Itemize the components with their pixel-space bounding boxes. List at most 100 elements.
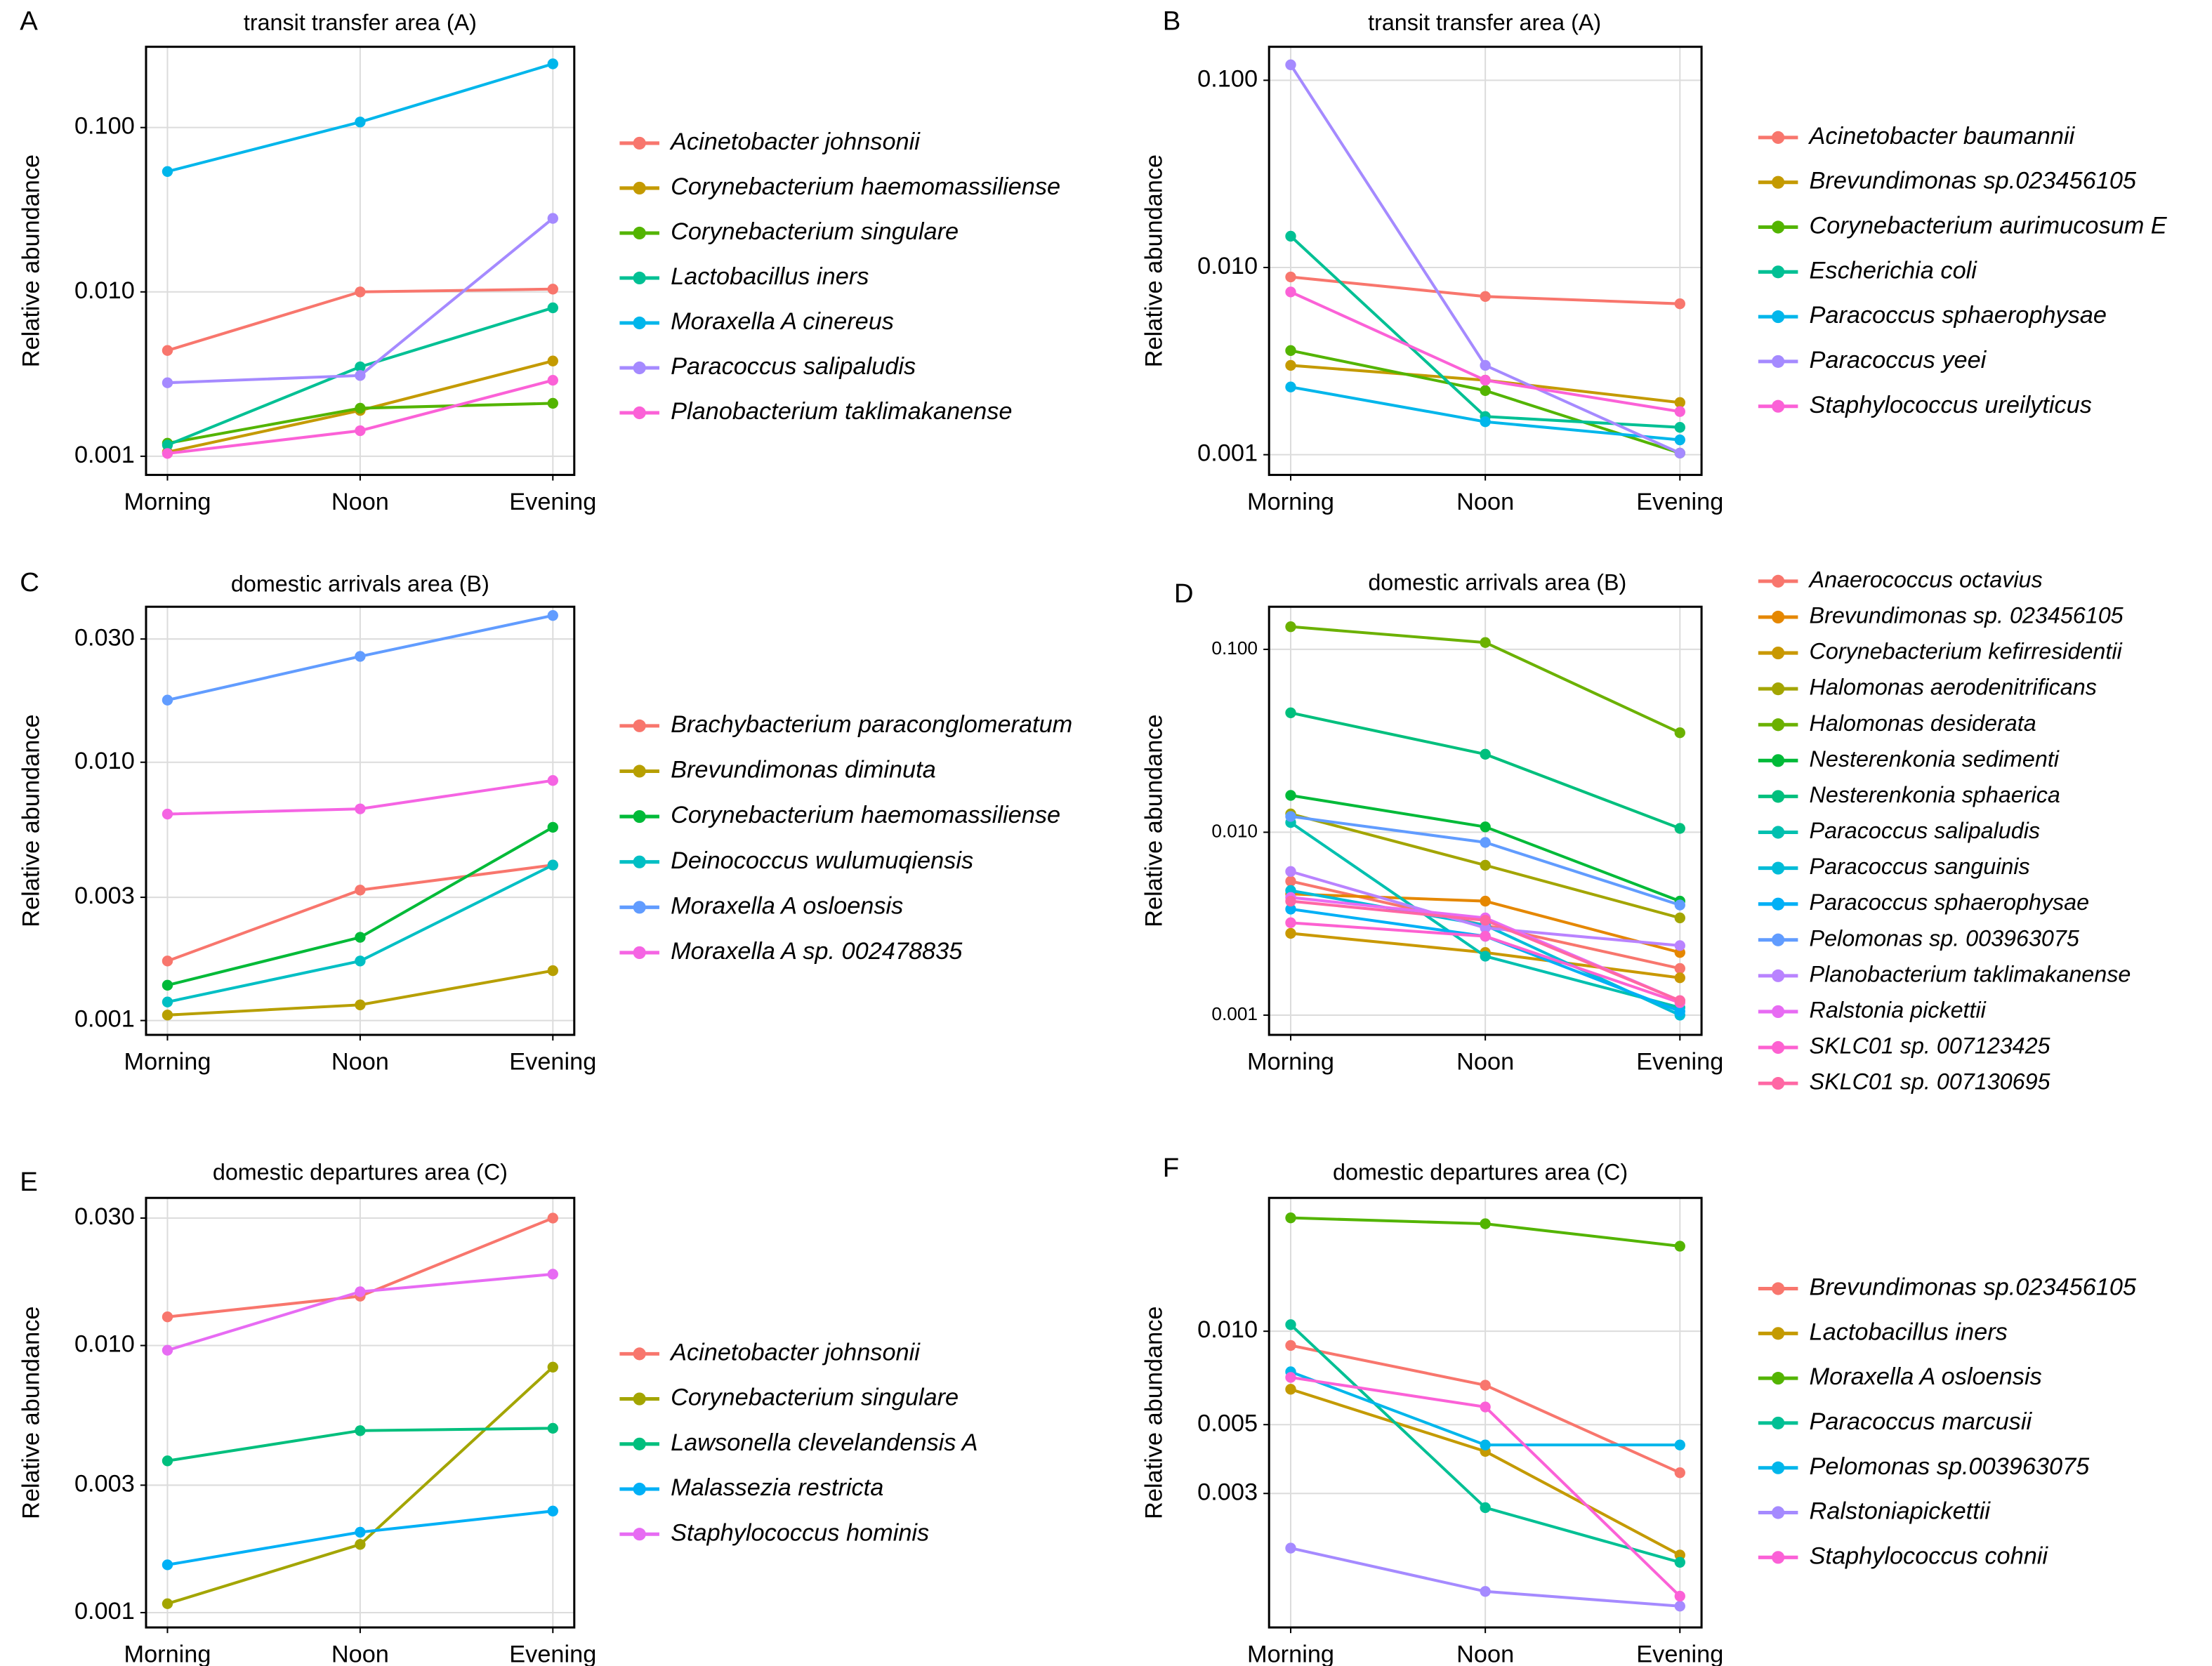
- legend-label: Pelomonas sp.003963075: [1810, 1453, 2091, 1480]
- point: [162, 1455, 173, 1467]
- legend-dot: [1772, 1077, 1785, 1090]
- y-tick-label: 0.001: [74, 1006, 135, 1033]
- legend-label: Anaerococcus octavius: [1808, 567, 2043, 592]
- point: [1480, 922, 1491, 934]
- legend-label: Nesterenkonia sphaerica: [1810, 782, 2060, 807]
- point: [547, 775, 558, 786]
- y-tick-label: 0.003: [74, 1470, 135, 1497]
- point: [547, 355, 558, 366]
- legend-dot: [1772, 1282, 1785, 1295]
- point: [547, 397, 558, 409]
- point: [355, 370, 366, 381]
- y-tick-label: 0.030: [74, 1203, 135, 1230]
- point: [355, 1425, 366, 1436]
- point: [355, 117, 366, 128]
- x-tick-label: Noon: [331, 1641, 389, 1666]
- y-axis-label: Relative abundance: [18, 1306, 45, 1519]
- legend-label: Corynebacterium aurimucosum E: [1810, 213, 2168, 239]
- point: [162, 979, 173, 991]
- point: [1285, 1212, 1296, 1224]
- point: [547, 58, 558, 70]
- point: [162, 1598, 173, 1609]
- point: [1480, 1401, 1491, 1413]
- legend-dot: [633, 855, 646, 868]
- x-tick-label: Morning: [1247, 1048, 1334, 1075]
- plot-border: [1268, 46, 1703, 476]
- point: [1285, 381, 1296, 392]
- legend-label: Malassezia restricta: [671, 1474, 883, 1501]
- point: [547, 213, 558, 224]
- legend-label: Paracoccus sphaerophysae: [1810, 302, 2107, 329]
- plot-border: [145, 605, 576, 1036]
- point: [1285, 621, 1296, 633]
- point: [1285, 811, 1296, 822]
- point: [1480, 385, 1491, 397]
- point: [162, 996, 173, 1007]
- legend-label: Moraxella A sp. 002478835: [671, 938, 963, 965]
- point: [355, 1286, 366, 1297]
- point: [1285, 230, 1296, 242]
- y-axis-label: Relative abundance: [18, 714, 45, 927]
- point: [1480, 859, 1491, 871]
- point: [1674, 1439, 1685, 1450]
- x-tick-label: Noon: [1456, 489, 1514, 515]
- point: [1674, 1556, 1685, 1568]
- legend-label: Halomonas desiderata: [1810, 710, 2036, 736]
- point: [1285, 1372, 1296, 1383]
- point: [1285, 904, 1296, 915]
- point: [1480, 930, 1491, 942]
- point: [355, 651, 366, 662]
- point: [355, 286, 366, 298]
- legend-label: Paracoccus salipaludis: [671, 353, 916, 380]
- legend-dot: [1772, 220, 1785, 234]
- point: [1285, 1384, 1296, 1395]
- y-axis-label: Relative abundance: [1141, 1306, 1168, 1519]
- point: [1674, 298, 1685, 310]
- x-tick-label: Noon: [1456, 1048, 1514, 1075]
- legend-label: Paracoccus marcusii: [1810, 1408, 2033, 1435]
- legend-dot: [1772, 754, 1785, 767]
- point: [1285, 927, 1296, 939]
- x-tick-label: Evening: [1636, 489, 1723, 515]
- legend-label: Staphylococcus cohnii: [1810, 1542, 2049, 1569]
- panel-letter: F: [1163, 1153, 1179, 1183]
- point: [1285, 1340, 1296, 1351]
- y-tick-label: 0.030: [74, 624, 135, 651]
- y-tick-label: 0.001: [74, 1598, 135, 1625]
- panel-letter: B: [1163, 6, 1181, 36]
- point: [547, 610, 558, 621]
- point: [547, 302, 558, 314]
- panel-letter: C: [20, 567, 39, 597]
- point: [1480, 1586, 1491, 1597]
- point: [1285, 866, 1296, 878]
- legend-label: Moraxella A osloensis: [1810, 1363, 2042, 1390]
- y-tick-label: 0.010: [1197, 253, 1258, 279]
- legend-label: Planobacterium taklimakanense: [1810, 961, 2131, 986]
- point: [547, 284, 558, 295]
- legend-dot: [1772, 1005, 1785, 1019]
- legend-label: Ralstoniapickettii: [1810, 1498, 1992, 1525]
- plot-border: [145, 1196, 576, 1629]
- legend-dot: [1772, 310, 1785, 324]
- legend-label: Brevundimonas sp.023456105: [1810, 1274, 2137, 1301]
- point: [1480, 1380, 1491, 1391]
- legend-dot: [633, 181, 646, 195]
- point: [1674, 899, 1685, 911]
- point: [162, 166, 173, 177]
- point: [162, 808, 173, 820]
- legend-dot: [633, 136, 646, 150]
- legend-dot: [633, 1482, 646, 1496]
- legend-label: Acinetobacter johnsonii: [669, 1339, 921, 1366]
- point: [1674, 912, 1685, 924]
- point: [162, 956, 173, 967]
- legend-label: SKLC01 sp. 007130695: [1810, 1069, 2051, 1095]
- point: [1285, 895, 1296, 907]
- legend-dot: [633, 226, 646, 240]
- legend-dot: [633, 271, 646, 285]
- point: [1480, 637, 1491, 648]
- panel-letter: E: [20, 1167, 38, 1197]
- legend-dot: [1772, 1372, 1785, 1385]
- legend-label: Staphylococcus hominis: [671, 1519, 929, 1546]
- legend-dot: [1772, 969, 1785, 982]
- point: [1480, 895, 1491, 907]
